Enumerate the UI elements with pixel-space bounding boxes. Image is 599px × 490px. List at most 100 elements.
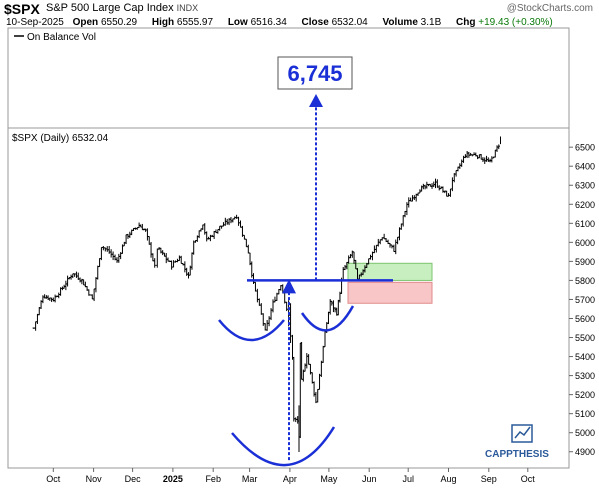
ohlc-bar — [392, 244, 396, 252]
ohlc-bar — [178, 255, 181, 262]
x-tick-label: 2025 — [163, 474, 183, 484]
ohlc-bar — [401, 215, 405, 227]
quote-line: 10-Sep-2025 Open 6550.29 High 6555.97 Lo… — [6, 17, 565, 28]
ohlc-bar — [438, 185, 441, 191]
ohlc-bar — [454, 169, 458, 177]
price-legend-label: $SPX (Daily) 6532.04 — [12, 133, 109, 144]
y-tick-label: 5800 — [575, 276, 595, 286]
ohlc-bar — [323, 330, 327, 348]
copyright: @StockCharts.com — [507, 3, 593, 14]
ohlc-bar — [396, 236, 399, 245]
ohlc-bar — [205, 231, 208, 242]
ohlc-bar — [347, 255, 350, 264]
y-axis: 4900 5000 5100 5200 5300 5400 5500 5600 5700 5800… — [569, 143, 595, 457]
x-tick-label: Oct — [46, 474, 61, 484]
exchange: INDX — [176, 3, 199, 13]
ohlc-bar — [111, 251, 115, 261]
y-tick-label: 5700 — [575, 295, 595, 305]
ohlc-bar — [314, 391, 318, 404]
ohlc-bar — [161, 250, 164, 256]
ohlc-bar — [106, 246, 109, 252]
ohlc-bar — [69, 274, 73, 280]
ohlc-bar — [264, 323, 267, 331]
ohlc-bar — [190, 252, 194, 270]
ohlc-bar — [216, 228, 220, 234]
ohlc-bar — [273, 296, 277, 303]
ohlc-bar — [91, 294, 94, 300]
ohlc-bar — [229, 217, 233, 224]
ohlc-bar — [92, 288, 96, 302]
left-shoulder-arc — [218, 319, 285, 342]
ohlc-bar — [476, 155, 479, 160]
ohlc-bar — [490, 156, 494, 163]
ohlc-bar — [465, 150, 469, 159]
ohlc-bar — [124, 234, 128, 245]
x-tick-label: Apr — [283, 474, 297, 484]
ohlc-bar — [156, 248, 159, 268]
ohlc-bar — [425, 181, 429, 189]
target-zone — [347, 262, 433, 281]
y-tick-label: 6400 — [575, 162, 595, 172]
ohlc-bar — [57, 292, 60, 299]
y-tick-label: 5900 — [575, 257, 595, 267]
ohlc-bar — [327, 311, 330, 325]
ohlc-bar — [71, 273, 74, 279]
x-tick-label: Nov — [86, 474, 103, 484]
target-box — [277, 56, 353, 90]
quote-open: Open 6550.29 — [72, 17, 138, 28]
ohlc-bar — [316, 388, 319, 403]
ohlc-bar — [222, 222, 225, 227]
instrument-name: S&P 500 Large Cap Index INDX — [46, 2, 198, 14]
ohlc-bar — [66, 275, 69, 287]
y-tick-label: 6200 — [575, 200, 595, 210]
ohlc-bar — [36, 313, 39, 324]
ohlc-bar — [34, 321, 37, 331]
ohlc-bar — [247, 244, 250, 254]
quote-close: Close 6532.04 — [301, 17, 368, 28]
ohlc-bar — [115, 257, 119, 263]
ohlc-bar — [148, 236, 151, 245]
x-tick-label: Jun — [362, 474, 377, 484]
ohlc-bar — [352, 251, 356, 264]
ohlc-bar — [128, 231, 132, 238]
copyright-text: @StockCharts.com — [506, 3, 593, 14]
ohlc-bar — [94, 277, 98, 293]
ohlc-bar — [460, 159, 463, 167]
x-tick-label: Sep — [481, 474, 497, 484]
ohlc-bar — [333, 307, 337, 313]
y-tick-label: 5500 — [575, 333, 595, 343]
ohlc-bar — [197, 230, 201, 239]
x-tick-label: Mar — [242, 474, 258, 484]
ohlc-bar — [100, 246, 103, 261]
ohlc-bar — [108, 245, 111, 254]
ohlc-bar — [292, 356, 295, 422]
ohlc-bar — [109, 249, 113, 258]
ohlc-bar — [151, 253, 155, 262]
ohlc-bar — [303, 363, 307, 372]
y-tick-label: 6500 — [575, 143, 595, 153]
ohlc-bar — [305, 353, 308, 369]
ohlc-bar — [445, 190, 448, 197]
ohlc-bar — [332, 300, 335, 313]
ohlc-bar — [497, 144, 500, 150]
ohlc-bar — [218, 225, 221, 231]
y-tick-label: 6100 — [575, 219, 595, 229]
ohlc-bar — [183, 261, 187, 273]
ohlc-bar — [41, 295, 45, 304]
x-tick-label: Oct — [521, 474, 536, 484]
watermark: CAPPTHESIS — [485, 424, 549, 460]
target-arrow — [309, 94, 323, 107]
ohlc-bar — [271, 299, 275, 313]
ohlc-bar — [479, 154, 483, 160]
ohlc-bar — [343, 264, 347, 271]
price-legend: $SPX (Daily) 6532.04 — [12, 133, 109, 144]
right-shoulder-arc — [300, 305, 355, 332]
watermark-text: CAPPTHESIS — [485, 449, 549, 460]
ohlc-bar — [451, 177, 454, 192]
y-tick-label: 6300 — [575, 181, 595, 191]
y-tick-label: 5600 — [575, 314, 595, 324]
ohlc-bar — [265, 320, 269, 331]
ohlc-bar — [485, 155, 488, 162]
ohlc-bar — [307, 354, 310, 365]
obv-legend: On Balance Vol — [14, 32, 96, 43]
